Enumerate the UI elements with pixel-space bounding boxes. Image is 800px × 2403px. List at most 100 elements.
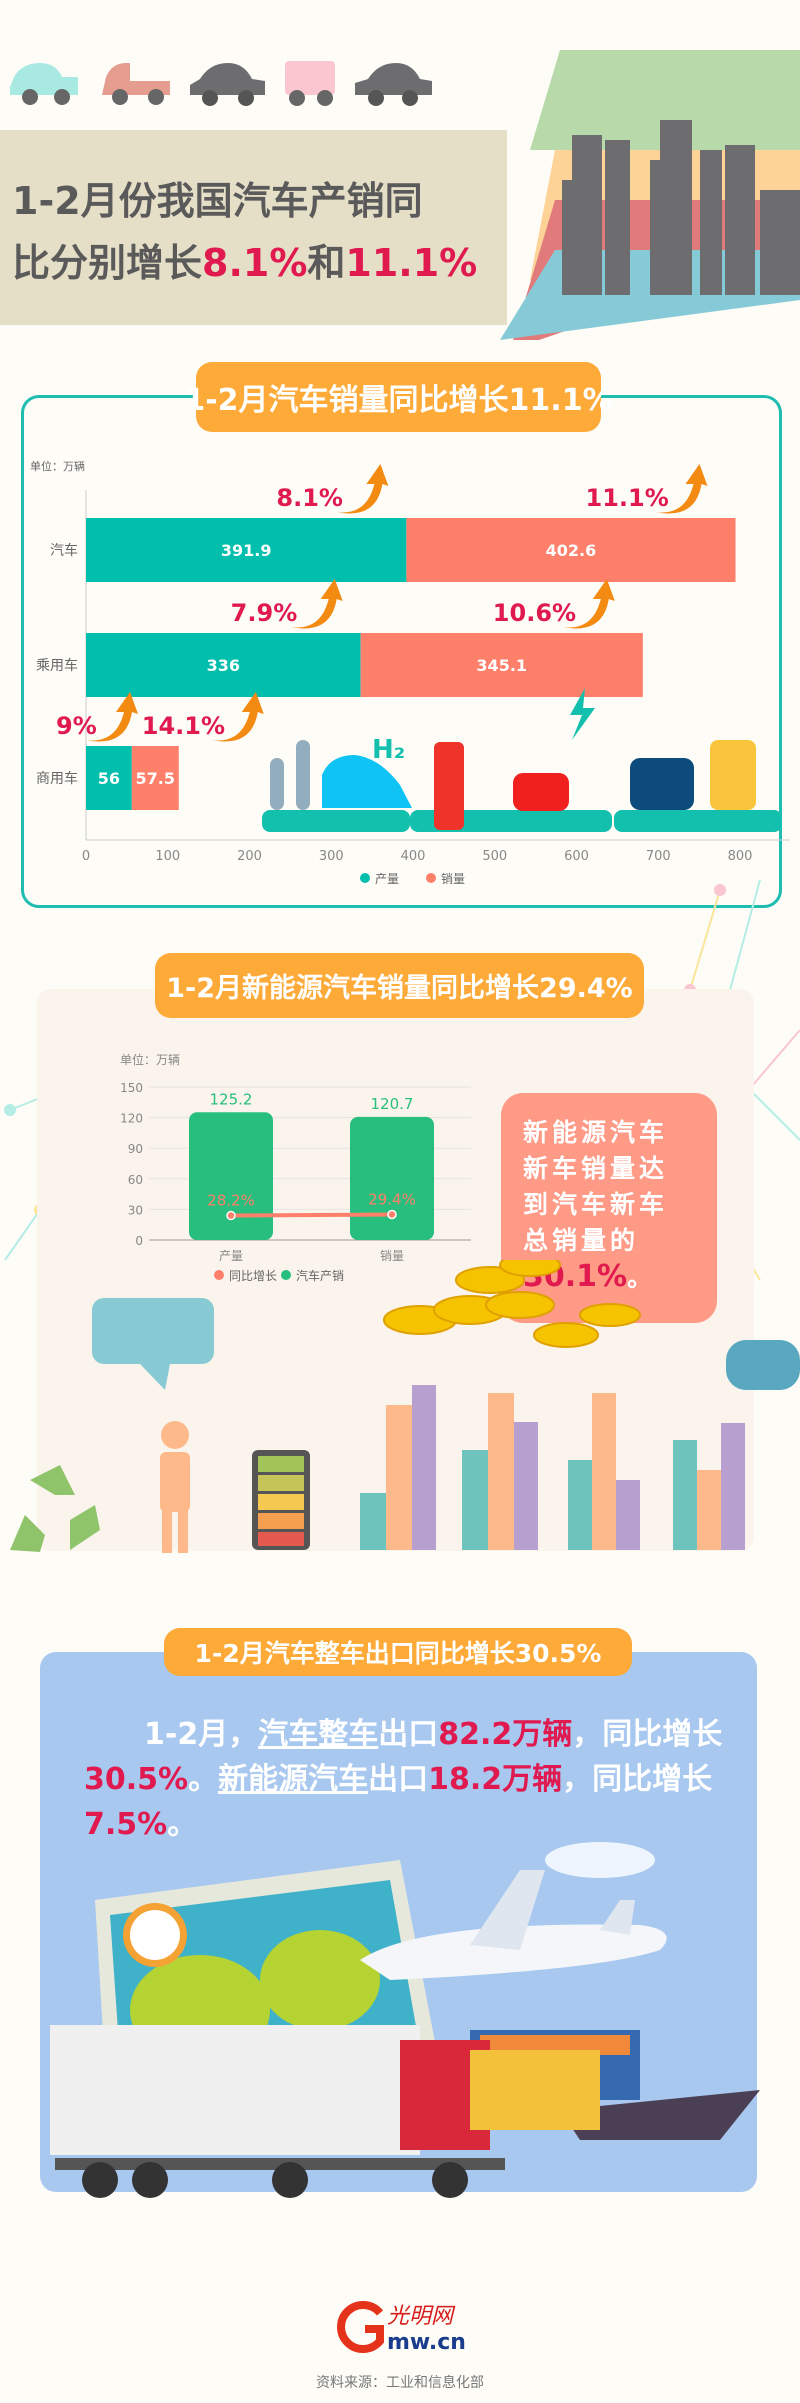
growth-label: 10.6% <box>493 599 576 627</box>
y-tick-label: 0 <box>135 1234 143 1248</box>
legend-marker-growth <box>214 1270 224 1280</box>
section1-title: 1-2月汽车销量同比增长11.1% <box>184 362 613 432</box>
road-icon <box>614 810 782 832</box>
text: 新能源汽车 <box>218 1762 369 1797</box>
bar-value-label: 336 <box>207 656 240 675</box>
y-tick-label: 120 <box>120 1112 143 1126</box>
category-label: 汽车 <box>50 542 78 559</box>
cloud-icon <box>545 1842 655 1878</box>
growth-arrow-icon <box>86 692 138 742</box>
text: 出口 <box>368 1762 429 1797</box>
bar-production <box>86 633 361 697</box>
bar-production <box>86 746 132 810</box>
bar-nev <box>350 1116 434 1240</box>
growth-label: 14.1% <box>142 712 225 740</box>
car-icon <box>513 773 569 811</box>
growth-arrow-icon <box>336 464 389 514</box>
bar-value-label: 56 <box>98 769 120 788</box>
unit-label: 单位：万辆 <box>120 1052 180 1067</box>
x-tick-label: 200 <box>237 849 262 864</box>
text: 1-2月， <box>144 1717 259 1752</box>
bar-value-label: 391.9 <box>221 541 272 560</box>
y-tick-label: 150 <box>120 1081 143 1095</box>
speech-bubble-icon <box>726 1340 800 1390</box>
legend-label: 销量 <box>441 872 465 886</box>
callout-text: 新能源汽车新车销量达到汽车新车总销量的 <box>523 1118 669 1255</box>
nev-bar-line-chart: 单位：万辆 0 30 60 90 120 150 125.2 产量 120.7 销量 28.2% 29.… <box>120 1052 471 1283</box>
bar-sales <box>360 633 643 697</box>
headline-line2: 比分别增长8.1%和11.1% <box>12 232 507 294</box>
text: 出口 <box>378 1717 439 1752</box>
headline-box: 1-2月份我国汽车产销同 比分别增长8.1%和11.1% <box>0 130 507 325</box>
bar-sales <box>131 746 179 810</box>
y-tick-label: 90 <box>128 1142 143 1156</box>
coins-icon <box>383 1260 641 1348</box>
gmw-logo-image: 光明网 mw.cn <box>337 2301 466 2355</box>
text: ，同比增长 <box>572 1717 723 1752</box>
gmw-logo: 光明网 mw.cn <box>325 2295 495 2355</box>
text: 。 <box>188 1762 219 1797</box>
car-icon <box>190 63 265 106</box>
car-icon <box>322 755 412 808</box>
x-tick-label: 销量 <box>380 1249 404 1263</box>
recycle-icon <box>10 1465 100 1552</box>
svg-text:mw.cn: mw.cn <box>387 2330 466 2355</box>
x-tick-label: 600 <box>564 849 589 864</box>
decorative-bars-icon <box>360 1385 745 1550</box>
growth-label: 9% <box>56 712 97 740</box>
lightning-icon <box>570 688 595 740</box>
x-tick-label: 800 <box>728 849 753 864</box>
airplane-icon <box>360 1870 667 1980</box>
growth-line <box>230 1212 393 1218</box>
nev-share-callout: 新能源汽车新车销量达到汽车新车总销量的30.1%。 <box>501 1093 717 1323</box>
value: 18.2万辆 <box>428 1762 563 1797</box>
growth-arrow-icon <box>290 579 343 629</box>
bar-value-label: 402.6 <box>546 541 597 560</box>
growth-point <box>387 1209 397 1220</box>
value: 82.2万辆 <box>438 1717 573 1752</box>
fuel-pump-icon <box>710 740 756 810</box>
bar-value-label: 125.2 <box>210 1090 253 1108</box>
suv-icon <box>630 758 694 810</box>
headline-text: 和 <box>307 241 346 285</box>
growth-label: 29.4% <box>368 1191 416 1209</box>
unit-label: 单位：万辆 <box>30 459 85 473</box>
growth-arrow-icon <box>562 579 615 629</box>
source-note: 资料来源：工业和信息化部 <box>316 2375 484 2391</box>
battery-icon <box>252 1450 310 1550</box>
category-label: 乘用车 <box>36 657 78 674</box>
value: 7.5% <box>84 1807 168 1842</box>
export-paragraph: 1-2月，汽车整车出口82.2万辆，同比增长30.5%。新能源汽车出口18.2万… <box>84 1712 724 1847</box>
truck-icon <box>102 63 170 105</box>
callout-text: 。 <box>627 1263 657 1292</box>
road-icon <box>262 810 410 832</box>
bar-nev <box>189 1112 273 1240</box>
text: ，同比增长 <box>562 1762 713 1797</box>
y-tick-label: 30 <box>128 1203 143 1217</box>
car-icon <box>355 63 432 106</box>
headline-text: 比分别增长 <box>12 241 203 285</box>
x-tick-label: 400 <box>401 849 426 864</box>
nev-decorations <box>10 1260 800 1553</box>
legend-marker-nev <box>281 1270 291 1280</box>
hydrogen-h2-icon: H₂ <box>372 735 405 765</box>
legend-label: 同比增长 <box>229 1269 277 1283</box>
truck-icon <box>50 2025 600 2198</box>
x-tick-label: 500 <box>482 849 507 864</box>
growth-arrow-icon <box>211 692 264 742</box>
hydrogen-tank-icon <box>270 758 284 810</box>
section3-title: 1-2月汽车整车出口同比增长30.5% <box>164 1628 632 1676</box>
x-tick-label: 0 <box>82 849 90 864</box>
export-illustration <box>50 1842 760 2198</box>
svg-text:光明网: 光明网 <box>387 2304 456 2329</box>
x-tick-label: 700 <box>646 849 671 864</box>
jeep-icon <box>285 61 335 106</box>
car-icon <box>10 63 78 105</box>
legend-label: 产量 <box>375 872 399 886</box>
growth-arrow-icon <box>655 464 708 514</box>
bar-production <box>86 518 407 582</box>
charging-station-icon <box>434 742 464 830</box>
bar-value-label: 57.5 <box>136 769 175 788</box>
section2-title: 1-2月新能源汽车销量同比增长29.4% <box>155 953 644 1018</box>
text: 。 <box>167 1807 198 1842</box>
